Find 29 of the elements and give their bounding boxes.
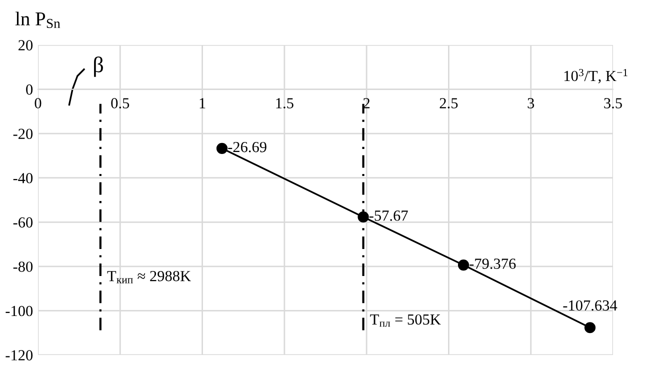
y-tick-label: -100 (6, 306, 33, 316)
y-axis-title: ln P$_{Sn}$ (15, 12, 60, 28)
point (584, 322, 596, 334)
x-tick-label: 2 (363, 98, 370, 108)
data-label: -26.69 (228, 142, 266, 152)
x-axis-title: 10$^{3}$/T, K$^{−1}$ (564, 68, 628, 84)
y-tick-label: 20 (18, 40, 33, 50)
y-tick-label: -60 (13, 217, 33, 228)
annotation: β (94, 56, 103, 77)
annotation: T$_{пл}$ = 505K (370, 314, 441, 327)
x-tick-label: 0 (34, 98, 42, 108)
data-label: -107.634 (563, 300, 618, 311)
point (358, 211, 369, 223)
y-tick-label: 0 (26, 84, 33, 95)
annotation: T$_{кип}$ ≈ 2988K (107, 270, 191, 284)
point (216, 142, 228, 154)
point (458, 259, 470, 271)
x-tick-label: 1.5 (276, 98, 294, 108)
y-tick-label: -80 (13, 262, 33, 272)
y-tick-label: -20 (13, 128, 33, 140)
data-label: -79.376 (470, 258, 516, 269)
data-label: -57.67 (369, 210, 408, 221)
x-tick-label: 1 (200, 98, 206, 108)
x-tick-label: 3.5 (604, 98, 622, 108)
x-tick-label: 0.5 (111, 98, 130, 108)
x-tick-label: 3 (528, 98, 534, 108)
y-tick-label: -120 (6, 350, 33, 360)
y-tick-label: -40 (13, 173, 33, 184)
x-tick-label: 2.5 (440, 98, 458, 108)
